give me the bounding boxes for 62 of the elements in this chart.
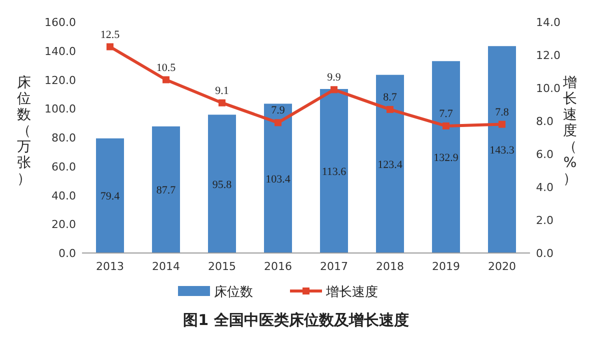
y2-tick-label: 12.0 — [536, 49, 560, 62]
y2-tick-label: 4.0 — [536, 181, 554, 194]
point — [106, 43, 114, 50]
point — [274, 119, 282, 126]
x-tick-label: 2018 — [376, 260, 404, 273]
y-tick-label: 80.0 — [52, 132, 76, 144]
x-tick-label: 2014 — [152, 260, 180, 273]
bar — [96, 138, 124, 253]
y2-axis-title: 增长速度（%） — [562, 75, 577, 187]
point — [442, 122, 450, 130]
y-tick-label: 0.0 — [58, 247, 76, 260]
y-tick-label: 60.0 — [52, 160, 76, 174]
y-tick-label: 120.0 — [44, 74, 76, 87]
point — [498, 120, 506, 128]
data-label: 87.7 — [156, 184, 176, 197]
data-label: 12.5 — [100, 28, 120, 41]
data-label: 132.9 — [434, 152, 459, 164]
data-label: 95.8 — [212, 178, 232, 191]
data-label: 10.5 — [156, 62, 176, 74]
legend-label: 增长速度 — [325, 284, 378, 300]
bar — [376, 74, 404, 253]
bar — [432, 61, 460, 253]
y2-tick-label: 8.0 — [536, 115, 554, 128]
bar — [320, 88, 348, 253]
y2-tick-label: 14.0 — [536, 16, 560, 29]
x-tick-label: 2013 — [96, 260, 124, 273]
y-tick-label: 160.0 — [44, 16, 76, 29]
y2-tick-label: 0.0 — [536, 247, 554, 260]
text: 图1 全国中医类床位数及增长速度 — [183, 311, 409, 329]
x-tick-label: 2016 — [264, 260, 292, 273]
y2-tick-label: 10.0 — [536, 82, 560, 95]
x-tick-label: 2015 — [208, 260, 236, 273]
bar — [264, 104, 292, 253]
data-label: 123.4 — [378, 158, 403, 171]
data-label: 103.4 — [266, 173, 291, 186]
point — [218, 99, 226, 106]
y2-tick-label: 6.0 — [536, 148, 554, 161]
point — [162, 76, 170, 84]
legend-label: 床位数 — [214, 285, 253, 300]
y-axis-title: 床位数（万张） — [17, 75, 31, 187]
data-label: 9.9 — [327, 72, 342, 84]
data-label: 7.7 — [439, 108, 454, 120]
y-tick-label: 20.0 — [52, 218, 76, 232]
y-tick-label: 140.0 — [44, 44, 76, 58]
y-tick-label: 100.0 — [44, 102, 76, 116]
point — [330, 86, 338, 94]
x-tick-label: 2019 — [432, 260, 460, 273]
y2-tick-label: 2.0 — [536, 214, 554, 227]
bar — [208, 114, 236, 253]
x-tick-label: 2020 — [488, 260, 516, 273]
data-label: 9.1 — [215, 84, 229, 97]
bar — [488, 46, 516, 253]
x-tick-label: 2017 — [320, 260, 348, 273]
data-label: 79.4 — [100, 190, 120, 203]
data-label: 8.7 — [383, 91, 398, 104]
y-tick-label: 40.0 — [52, 189, 76, 202]
data-label: 7.8 — [495, 106, 510, 118]
data-label: 113.6 — [322, 166, 347, 178]
data-label: 7.9 — [271, 104, 286, 117]
bar — [152, 126, 180, 253]
point — [386, 106, 394, 113]
data-label: 143.3 — [490, 144, 515, 157]
